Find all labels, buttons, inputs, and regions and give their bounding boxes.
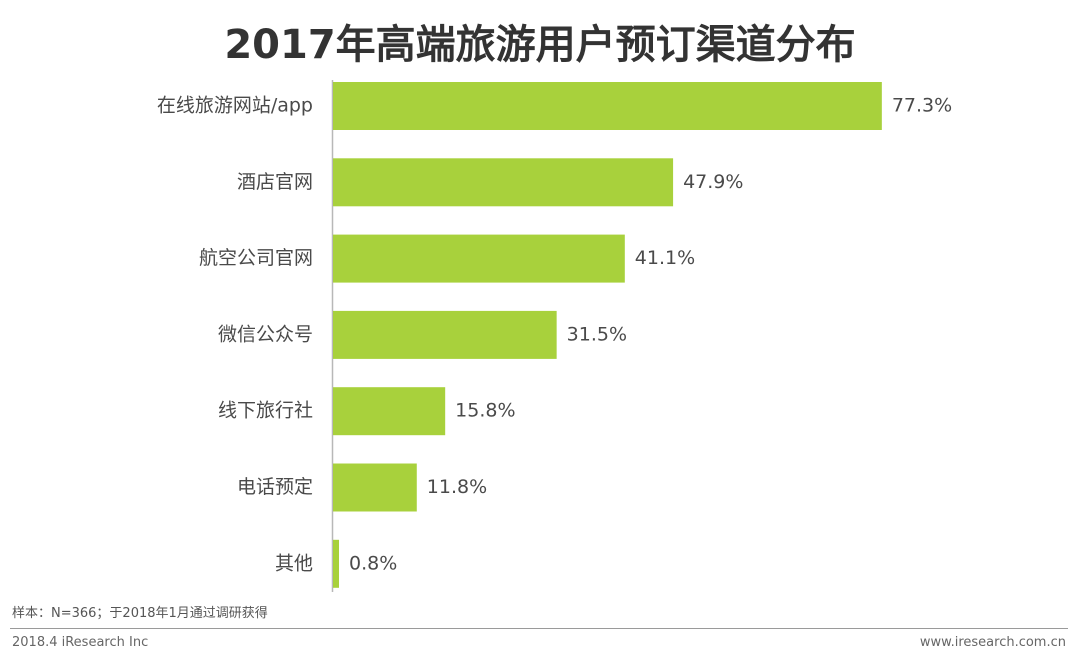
value-label-6: 0.8% <box>349 552 397 574</box>
category-label-6: 其他 <box>275 552 313 574</box>
category-label-5: 电话预定 <box>237 476 313 498</box>
bar-5 <box>333 463 417 512</box>
category-label-1: 酒店官网 <box>237 171 313 193</box>
footer-divider <box>10 628 1068 629</box>
value-label-5: 11.8% <box>427 476 487 498</box>
footer-website: www.iresearch.com.cn <box>919 635 1066 650</box>
category-label-3: 微信公众号 <box>218 323 313 345</box>
category-label-2: 航空公司官网 <box>199 247 313 269</box>
bar-6 <box>333 539 339 588</box>
category-label-0: 在线旅游网站/app <box>157 95 313 117</box>
footer-copyright: 2018.4 iResearch Inc <box>12 635 149 650</box>
value-label-3: 31.5% <box>567 323 627 345</box>
value-label-1: 47.9% <box>683 171 743 193</box>
chart-title: 2017年高端旅游用户预订渠道分布 <box>224 22 856 68</box>
sample-note: 样本：N=366；于2018年1月通过调研获得 <box>12 606 268 621</box>
bar-4 <box>333 387 446 436</box>
bar-2 <box>333 234 625 283</box>
value-label-0: 77.3% <box>892 95 952 117</box>
bar-3 <box>333 310 557 359</box>
value-label-4: 15.8% <box>455 400 515 422</box>
bar-0 <box>333 82 882 130</box>
category-label-4: 线下旅行社 <box>218 400 313 422</box>
value-label-2: 41.1% <box>635 247 695 269</box>
bar-1 <box>333 158 674 207</box>
